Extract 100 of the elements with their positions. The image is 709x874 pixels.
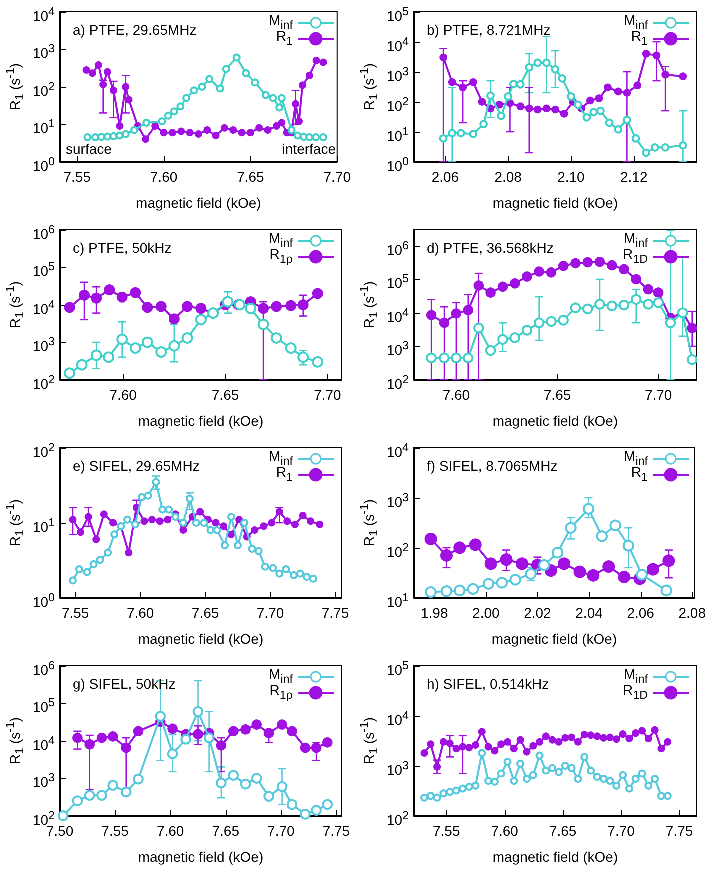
point [567, 92, 576, 101]
point [484, 777, 493, 786]
point [425, 586, 437, 598]
point [652, 52, 661, 60]
point [72, 732, 83, 744]
point [168, 724, 178, 734]
y-tick-label: 10$^{5}$ [386, 659, 409, 678]
point [232, 54, 241, 62]
point [606, 260, 618, 271]
point [542, 766, 550, 775]
annotation: interface [282, 141, 336, 157]
point [510, 574, 522, 586]
point [79, 290, 90, 301]
x-axis-title: magnetic field (kOe) [492, 413, 618, 429]
point [594, 257, 606, 268]
point [264, 791, 274, 802]
y-tick-label: 10$^{4}$ [386, 441, 409, 460]
point [614, 88, 622, 96]
y-tick-label: 10$^{4}$ [32, 298, 55, 317]
point [216, 84, 224, 93]
point [296, 570, 304, 578]
point [457, 129, 466, 138]
point [98, 133, 106, 142]
point [638, 727, 646, 735]
point [570, 302, 582, 314]
point [651, 726, 659, 734]
point [158, 118, 166, 126]
point [523, 748, 531, 756]
point [312, 356, 324, 368]
point [451, 352, 462, 364]
point [555, 768, 563, 776]
point [558, 315, 569, 326]
point [160, 129, 168, 137]
point [272, 122, 280, 130]
point [121, 742, 132, 754]
y-tick-label: 10$^{3}$ [386, 759, 409, 778]
x-tick-label: 2.08 [678, 605, 706, 621]
point [64, 302, 76, 314]
y-tick-label: 10$^{4}$ [32, 5, 55, 24]
y-tick-label: 10$^{3}$ [386, 339, 409, 358]
x-tick-label: 7.75 [322, 823, 350, 839]
point [142, 336, 154, 348]
point [548, 764, 557, 772]
point [638, 770, 646, 778]
point [277, 720, 288, 730]
point [288, 126, 296, 134]
point [440, 586, 453, 598]
point [498, 740, 506, 748]
point [322, 738, 333, 748]
point [110, 86, 118, 94]
point [276, 781, 288, 792]
point [467, 583, 480, 596]
point [551, 65, 560, 74]
point [110, 519, 118, 527]
point [192, 519, 200, 527]
point [472, 782, 480, 790]
point [104, 132, 112, 141]
point [196, 508, 204, 516]
x-tick-label: 7.50 [46, 823, 74, 839]
point [500, 554, 513, 566]
point [180, 734, 192, 745]
point [646, 563, 660, 576]
x-axis-title: magnetic field (kOe) [136, 195, 262, 211]
point [125, 549, 133, 557]
point [542, 104, 551, 113]
point [568, 734, 576, 742]
point [606, 300, 618, 312]
point [665, 318, 676, 328]
point [256, 124, 264, 132]
y-tick-label: 10$^{1}$ [32, 118, 55, 136]
point [542, 732, 550, 740]
x-tick-label: 7.70 [268, 823, 296, 839]
point [653, 288, 664, 298]
point [555, 738, 563, 746]
point [522, 774, 531, 783]
point [626, 735, 634, 743]
point [686, 354, 698, 366]
point [212, 519, 220, 527]
point [562, 734, 570, 742]
point [176, 102, 185, 111]
point [587, 766, 596, 775]
y-tick-label: 10$^{5}$ [386, 5, 409, 24]
point [133, 726, 144, 737]
point [582, 304, 594, 315]
point [510, 278, 520, 289]
point [242, 69, 250, 78]
point [596, 530, 608, 542]
point [92, 536, 100, 544]
x-tick-label: 7.60 [156, 823, 184, 839]
x-axis-title: magnetic field (kOe) [138, 631, 264, 647]
point [679, 72, 688, 81]
annotation: surface [66, 141, 112, 157]
point [452, 786, 461, 795]
point [96, 556, 104, 564]
point [463, 352, 474, 364]
point [220, 522, 228, 530]
point [558, 74, 567, 83]
point [168, 129, 176, 137]
y-tick-label: 10$^{3}$ [386, 65, 409, 84]
point [216, 740, 227, 751]
